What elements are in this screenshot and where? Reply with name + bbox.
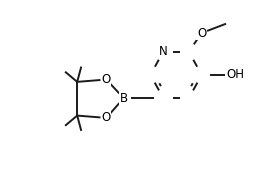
Text: O: O xyxy=(197,26,206,40)
Text: OH: OH xyxy=(226,68,244,81)
Text: N: N xyxy=(159,45,168,58)
Text: O: O xyxy=(102,111,111,124)
Text: B: B xyxy=(120,92,128,105)
Text: O: O xyxy=(102,73,111,86)
